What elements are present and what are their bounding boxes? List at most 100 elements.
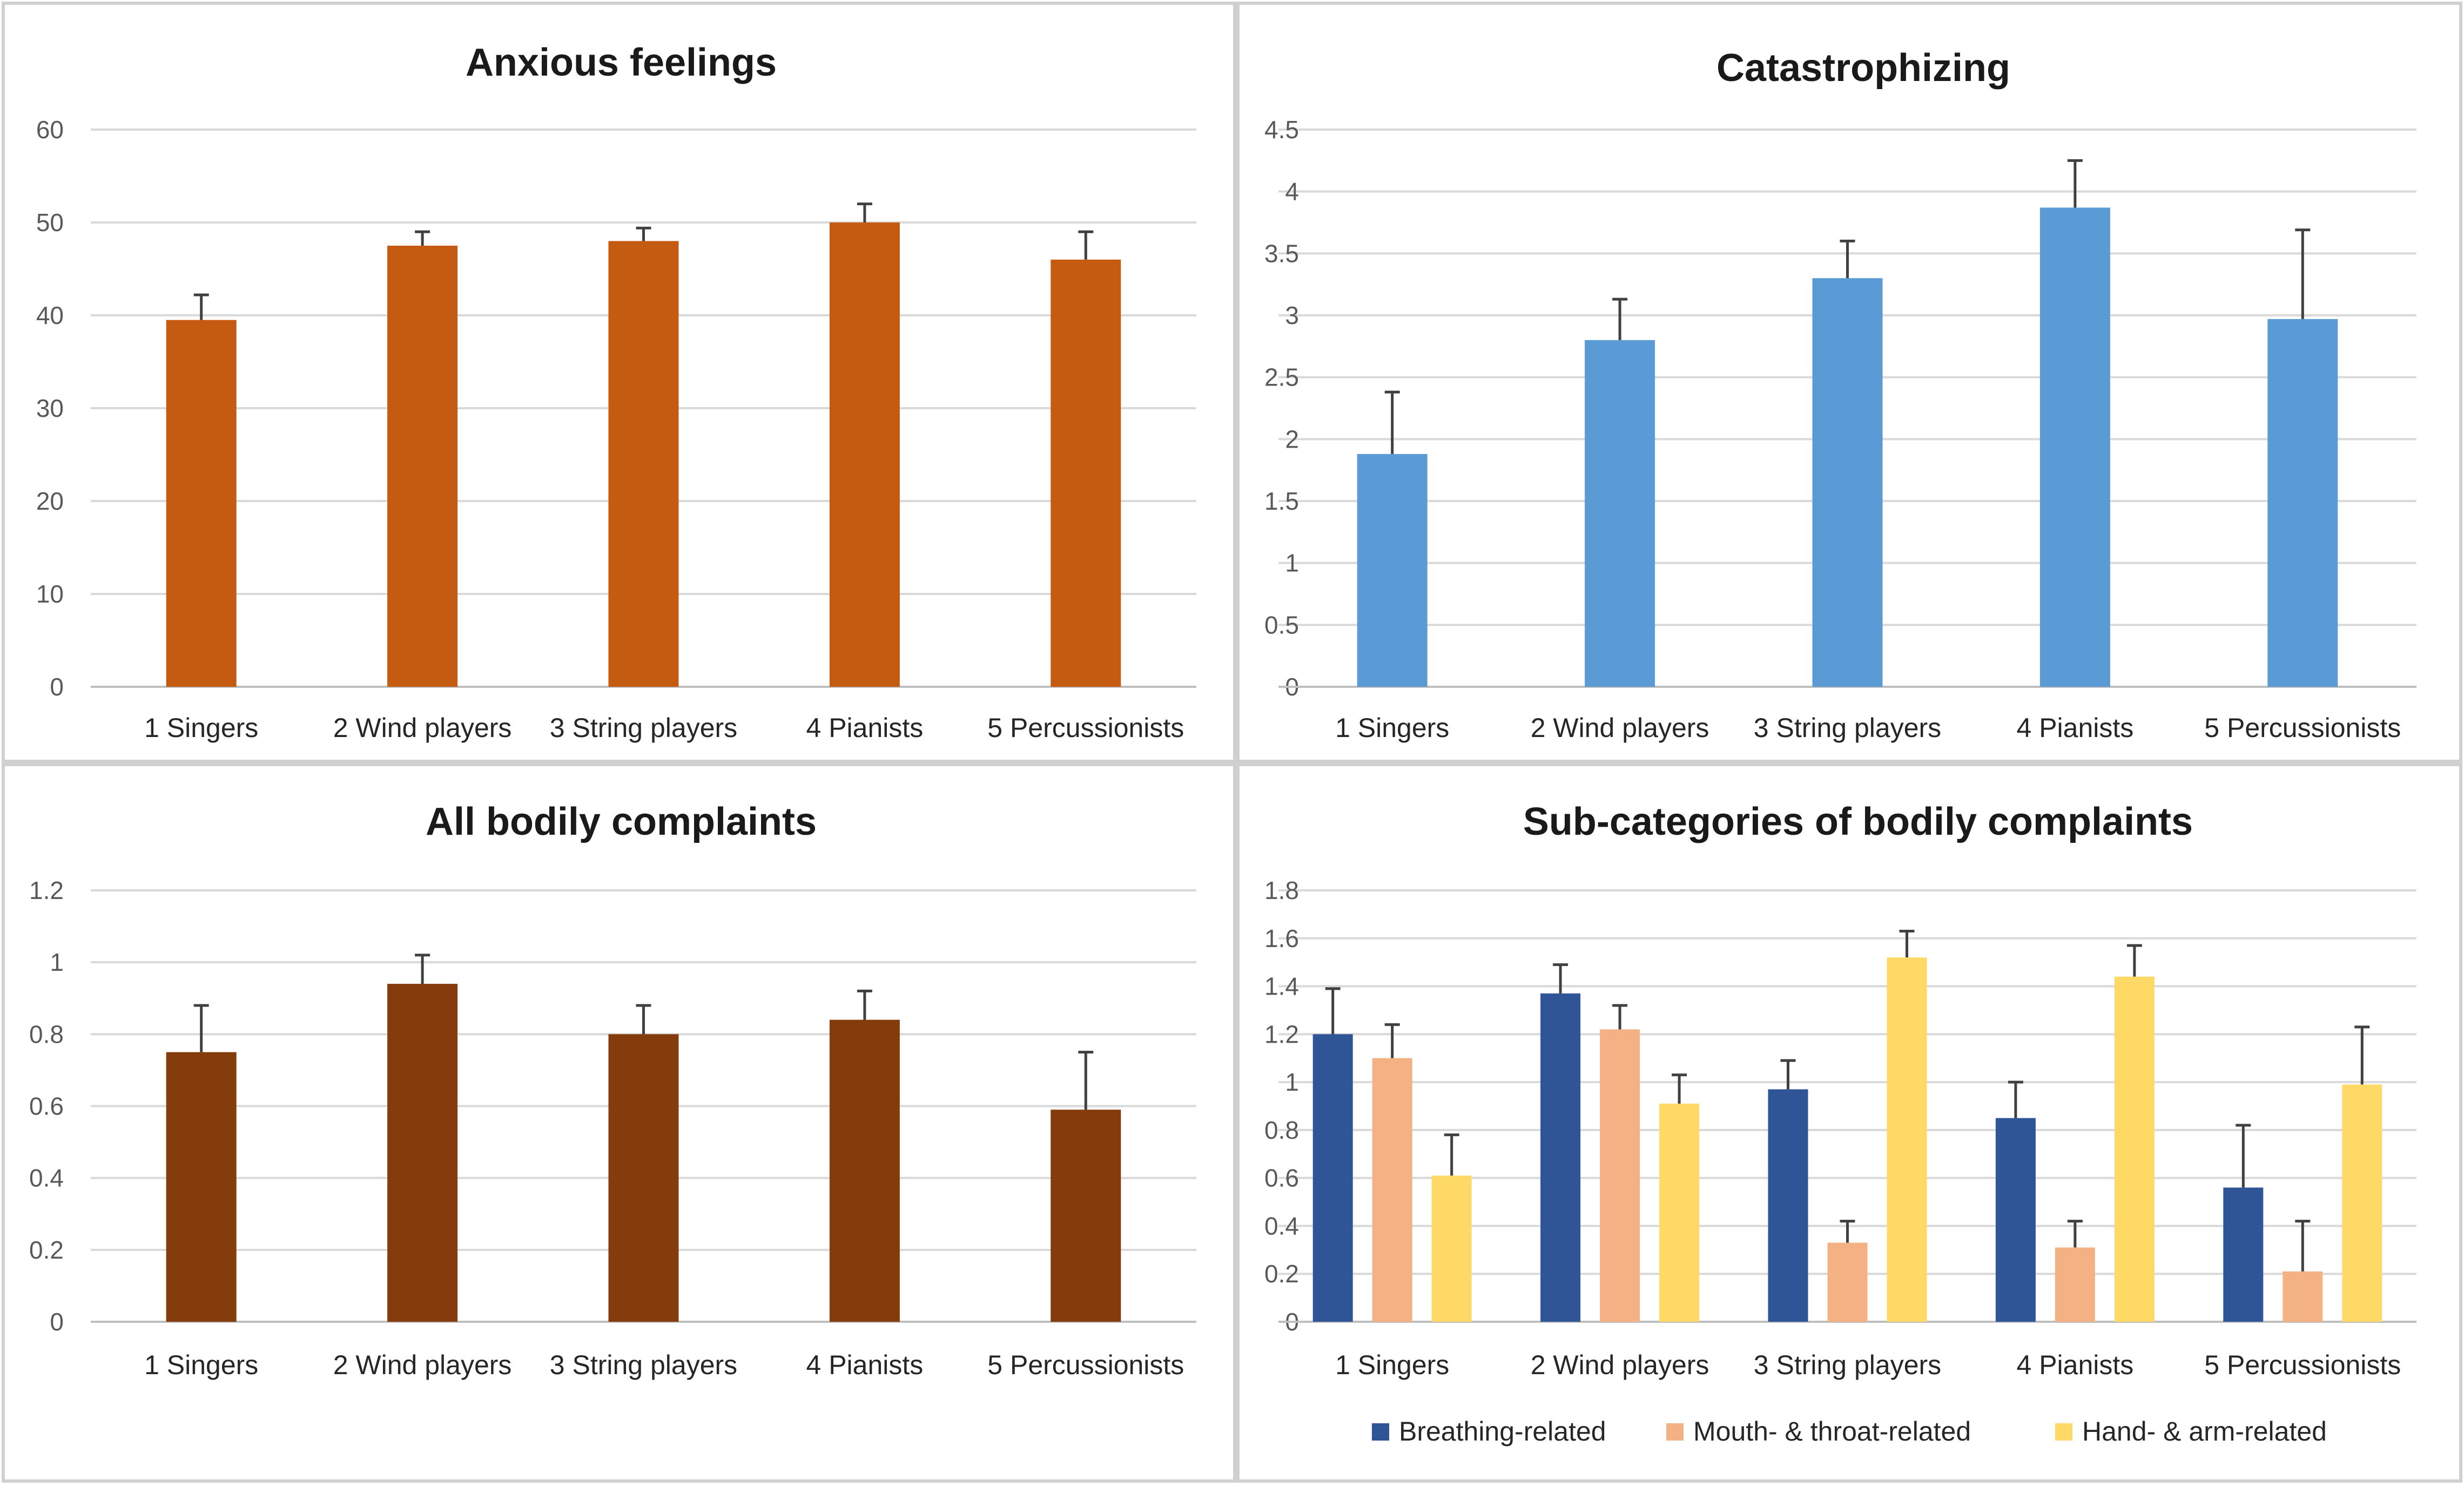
- y-tick-label: 1: [1285, 549, 1299, 577]
- bar: [1431, 1175, 1472, 1322]
- y-tick-label: 2.5: [1264, 363, 1299, 391]
- bar: [1768, 1089, 1808, 1322]
- bar: [1051, 259, 1121, 687]
- y-tick-label: 0.8: [1264, 1116, 1299, 1144]
- chart-title: Anxious feelings: [466, 41, 777, 84]
- legend-label: Breathing-related: [1399, 1416, 1606, 1447]
- y-tick-label: 10: [36, 580, 64, 608]
- bar: [829, 1019, 900, 1322]
- bar: [387, 246, 458, 687]
- x-category-label: 4 Pianists: [806, 1350, 924, 1380]
- x-category-label: 5 Percussionists: [2204, 713, 2401, 743]
- bar: [1312, 1034, 1353, 1322]
- x-category-label: 2 Wind players: [1531, 1350, 1709, 1380]
- bar: [1827, 1242, 1868, 1322]
- y-tick-label: 50: [36, 208, 64, 236]
- legend-label: Hand- & arm-related: [2082, 1416, 2327, 1447]
- x-category-label: 4 Pianists: [2017, 1350, 2134, 1380]
- x-category-label: 5 Percussionists: [987, 1350, 1184, 1380]
- x-category-label: 2 Wind players: [1531, 713, 1709, 743]
- y-tick-label: 4: [1285, 178, 1299, 206]
- chart-panel: All bodily complaints 0 0.2 0.4 0.6 0.8 1 1.2 1 …: [2, 763, 1236, 1483]
- y-tick-label: 0.8: [29, 1020, 64, 1048]
- y-tick-label: 1.2: [1264, 1020, 1299, 1048]
- bar: [608, 1034, 679, 1322]
- y-tick-label: 0.2: [29, 1236, 64, 1264]
- bar: [2114, 976, 2155, 1322]
- bar: [1600, 1029, 1640, 1322]
- bar: [1995, 1118, 2036, 1322]
- legend-label: Mouth- & throat-related: [1693, 1416, 1971, 1447]
- bar: [387, 984, 458, 1322]
- x-category-label: 2 Wind players: [333, 1350, 512, 1380]
- bar: [1887, 957, 1927, 1322]
- chart-panel: Anxious feelings 0 10 20 30 40 50 60 1 Singers 2 …: [2, 2, 1236, 763]
- bar: [1051, 1110, 1121, 1322]
- chart-panel: Sub-categories of bodily complaints00.20…: [1236, 763, 2462, 1483]
- y-tick-label: 1: [1285, 1068, 1299, 1096]
- y-tick-label: 0.6: [1264, 1164, 1299, 1192]
- legend-swatch: [1666, 1423, 1684, 1441]
- bar: [2283, 1271, 2323, 1322]
- x-category-label: 5 Percussionists: [987, 713, 1184, 743]
- y-tick-label: 1: [50, 948, 64, 976]
- x-category-label: 3 String players: [550, 713, 737, 743]
- legend-swatch: [2055, 1423, 2072, 1441]
- panel-frame: [2, 763, 1236, 1483]
- y-tick-label: 0: [50, 673, 64, 701]
- x-category-label: 5 Percussionists: [2204, 1350, 2401, 1380]
- y-tick-label: 4.5: [1264, 116, 1299, 144]
- chart-title: Catastrophizing: [1716, 46, 2010, 90]
- y-tick-label: 0.2: [1264, 1260, 1299, 1288]
- x-category-label: 1 Singers: [144, 1350, 258, 1380]
- bar: [166, 1052, 237, 1322]
- bar: [1372, 1058, 1412, 1322]
- bar: [1540, 993, 1581, 1322]
- x-category-label: 1 Singers: [144, 713, 258, 743]
- bar: [2223, 1187, 2264, 1322]
- y-tick-label: 3: [1285, 301, 1299, 329]
- bar: [2039, 207, 2110, 687]
- y-tick-label: 30: [36, 394, 64, 422]
- panel-frame: [1236, 763, 2462, 1483]
- y-tick-label: 1.5: [1264, 487, 1299, 515]
- y-tick-label: 60: [36, 116, 64, 144]
- x-category-label: 3 String players: [1754, 1350, 1941, 1380]
- bar: [1812, 278, 1883, 687]
- y-tick-label: 0.5: [1264, 611, 1299, 639]
- bar: [1659, 1104, 1700, 1322]
- x-category-label: 3 String players: [1754, 713, 1941, 743]
- y-tick-label: 0.4: [29, 1164, 64, 1192]
- bar: [166, 320, 237, 687]
- y-tick-label: 1.2: [29, 876, 64, 904]
- bar: [2342, 1084, 2382, 1322]
- y-tick-label: 0.4: [1264, 1212, 1299, 1240]
- bar: [1585, 340, 1655, 687]
- x-category-label: 4 Pianists: [806, 713, 924, 743]
- bar: [2267, 319, 2338, 687]
- y-tick-label: 1.4: [1264, 972, 1299, 1001]
- y-tick-label: 0: [50, 1308, 64, 1336]
- panel-frame: [1236, 2, 2462, 763]
- y-tick-label: 1.6: [1264, 924, 1299, 952]
- x-category-label: 4 Pianists: [2017, 713, 2134, 743]
- x-category-label: 1 Singers: [1335, 1350, 1449, 1380]
- bar: [608, 241, 679, 687]
- chart-title: Sub-categories of bodily complaints: [1523, 800, 2193, 843]
- x-category-label: 3 String players: [550, 1350, 737, 1380]
- y-tick-label: 3.5: [1264, 239, 1299, 267]
- y-tick-label: 0.6: [29, 1092, 64, 1120]
- bar: [1357, 454, 1428, 687]
- x-category-label: 1 Singers: [1335, 713, 1449, 743]
- x-category-label: 2 Wind players: [333, 713, 512, 743]
- panel-frame: [2, 2, 1236, 763]
- y-tick-label: 1.8: [1264, 876, 1299, 904]
- bar: [829, 222, 900, 687]
- y-tick-label: 2: [1285, 425, 1299, 453]
- chart-title: All bodily complaints: [426, 800, 817, 843]
- legend-swatch: [1372, 1423, 1389, 1441]
- y-tick-label: 20: [36, 487, 64, 515]
